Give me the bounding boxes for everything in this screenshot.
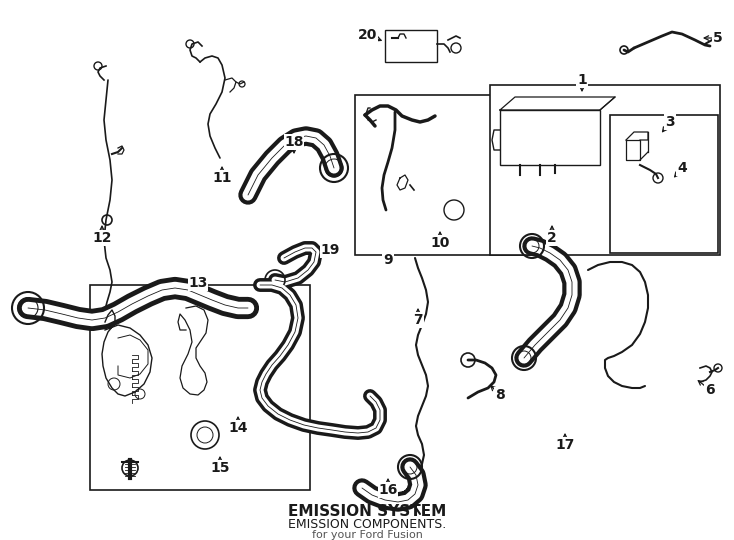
Bar (490, 85, 720, 255)
Text: 3: 3 (665, 115, 675, 129)
Bar (90, 285, 310, 490)
Bar (610, 115, 718, 253)
Text: 14: 14 (228, 421, 248, 435)
Text: 5: 5 (713, 31, 723, 45)
Text: 9: 9 (383, 253, 393, 267)
Text: 19: 19 (320, 243, 340, 257)
Text: 8: 8 (495, 388, 505, 402)
Text: 17: 17 (556, 438, 575, 452)
Text: 6: 6 (705, 383, 715, 397)
Text: 20: 20 (358, 28, 378, 42)
Text: EMISSION SYSTEM: EMISSION SYSTEM (288, 504, 446, 519)
Text: 11: 11 (212, 171, 232, 185)
Text: 7: 7 (413, 313, 423, 327)
Text: 16: 16 (378, 483, 398, 497)
Bar (385, 30, 437, 62)
Text: 4: 4 (677, 161, 687, 175)
Text: 10: 10 (430, 236, 450, 250)
Text: EMISSION COMPONENTS.: EMISSION COMPONENTS. (288, 517, 446, 530)
Text: for your Ford Fusion: for your Ford Fusion (311, 530, 423, 540)
Bar (500, 110, 600, 165)
Text: 18: 18 (284, 135, 304, 149)
Text: 13: 13 (189, 276, 208, 290)
Text: 1: 1 (577, 73, 587, 87)
Text: 12: 12 (92, 231, 112, 245)
Text: 15: 15 (210, 461, 230, 475)
Text: 2: 2 (547, 231, 557, 245)
Bar (355, 95, 530, 255)
